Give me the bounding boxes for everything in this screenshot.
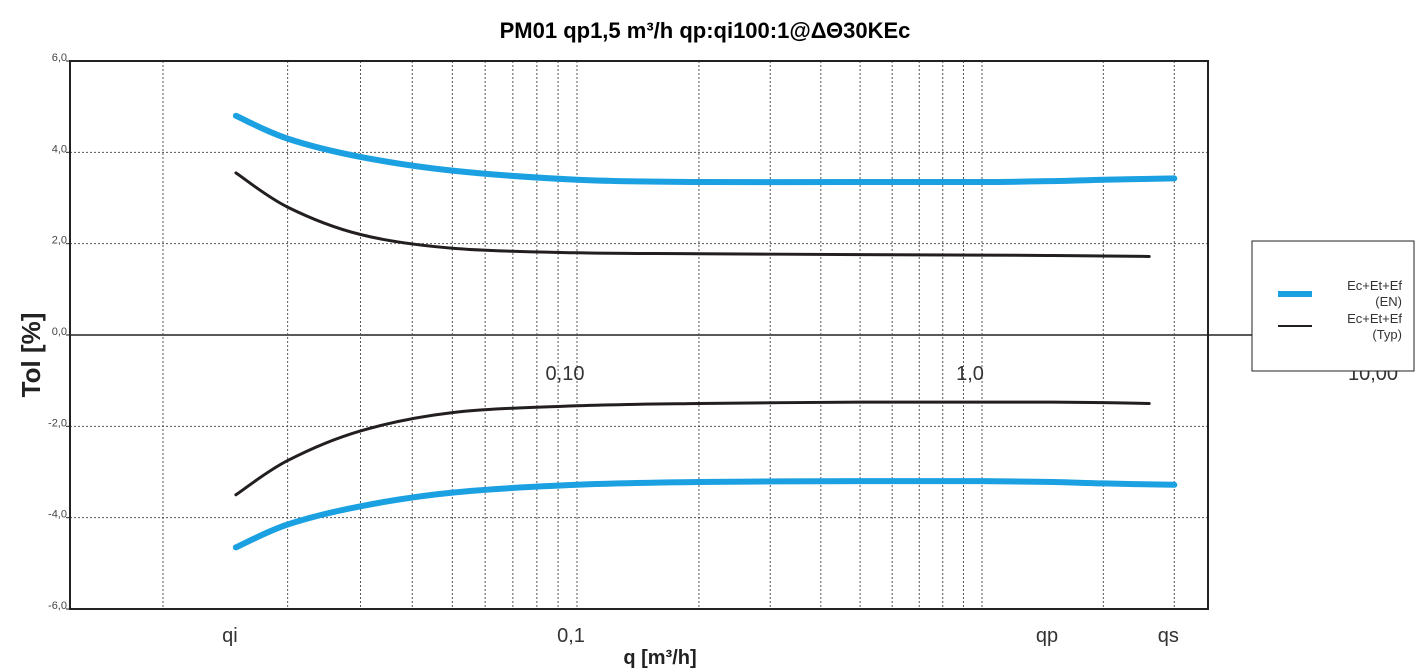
x-tick-label: qi: [222, 625, 238, 647]
chart-title: PM01 qp1,5 m³/h qp:qi100:1@ΔΘ30KEc: [500, 18, 911, 43]
y-tick-label: 0,0: [52, 326, 67, 338]
grid: [70, 60, 1252, 610]
y-tick-label: -4,0: [48, 509, 67, 521]
x-tick-label: qs: [1158, 625, 1179, 647]
y-tick-labels: -6,0 -4,0 -2,0 0,0 2,0 4,0 6,0: [48, 52, 70, 612]
plot-frame: [69, 60, 1209, 610]
legend-label-en-1: Ec+Et+Ef: [1347, 278, 1402, 293]
series-0-upper: [232, 112, 1178, 186]
legend-box: [1251, 240, 1415, 372]
decade-label: 1,0: [956, 363, 984, 385]
y-tick-label: 4,0: [52, 143, 67, 155]
legend-label-typ-2: (Typ): [1372, 327, 1402, 342]
legend-label-typ-1: Ec+Et+Ef: [1347, 311, 1402, 326]
y-tick-label: -2,0: [48, 417, 67, 429]
legend-label-en-2: (EN): [1375, 294, 1402, 309]
x-tick-label: 0,1: [557, 625, 585, 647]
y-axis-label: Tol [%]: [16, 313, 46, 398]
series-1-upper: [234, 171, 1151, 258]
y-tick-label: 6,0: [52, 52, 67, 64]
y-tick-label: -6,0: [48, 600, 67, 612]
decade-label: 0,10: [546, 363, 585, 385]
series-lines: [232, 112, 1178, 551]
series-1-lower: [234, 400, 1151, 497]
x-tick-labels: qi 0,1 qp qs0,10 1,0 10,00: [222, 363, 1398, 647]
x-tick-label: qp: [1036, 625, 1058, 647]
legend: Ec+Et+Ef (EN) Ec+Et+Ef (Typ): [1251, 240, 1415, 372]
series-0-lower: [232, 478, 1178, 551]
x-axis-label: q [m³/h]: [623, 647, 696, 669]
y-tick-label: 2,0: [52, 235, 67, 247]
